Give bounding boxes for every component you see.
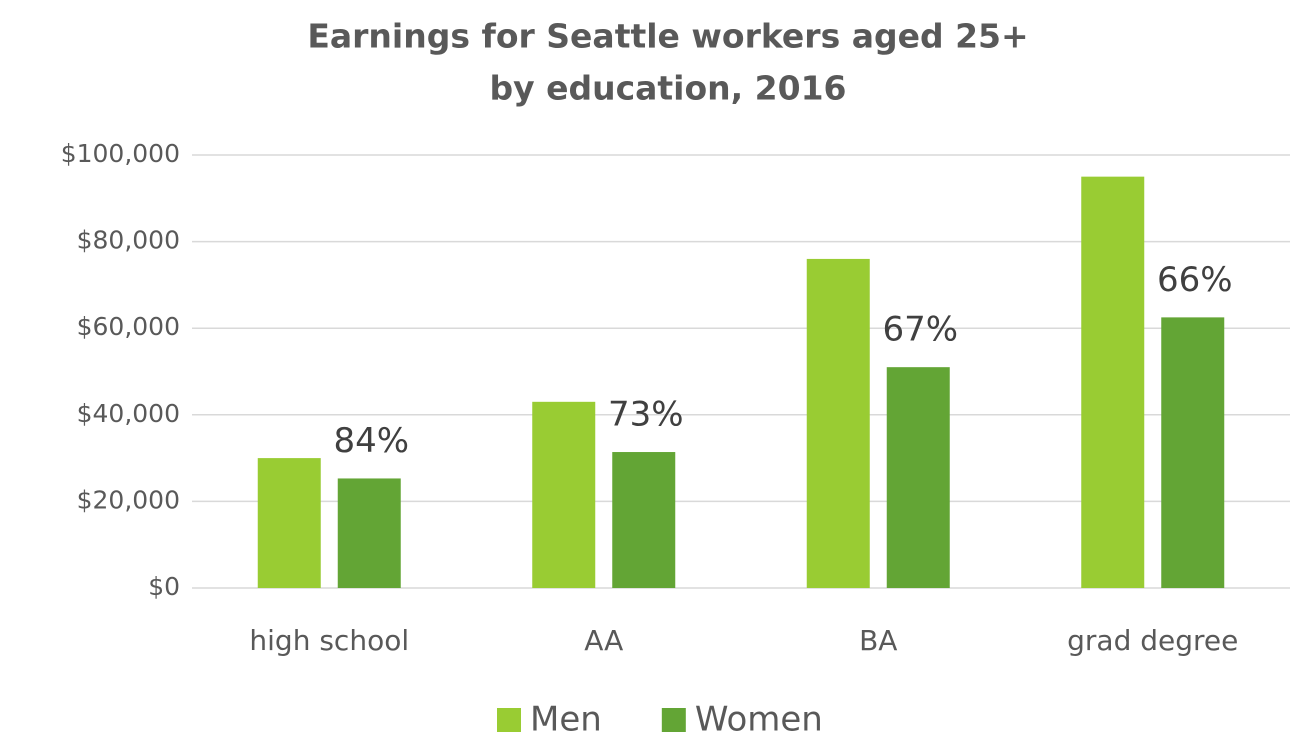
annotation: 84% (333, 421, 409, 461)
legend-label: Women (695, 700, 823, 738)
legend-label: Men (530, 700, 602, 738)
y-tick-label: $60,000 (77, 312, 180, 341)
bar (612, 452, 676, 588)
legend-swatch (497, 708, 521, 732)
annotation: 66% (1157, 260, 1233, 300)
bar (886, 367, 950, 588)
bar (1081, 176, 1145, 588)
annotation: 73% (608, 395, 684, 435)
chart-title: Earnings for Seattle workers aged 25+ (307, 17, 1028, 56)
bar (257, 458, 321, 588)
y-tick-label: $80,000 (77, 226, 180, 255)
bar (532, 401, 596, 588)
x-tick-label: high school (249, 624, 409, 657)
y-tick-label: $20,000 (77, 485, 180, 514)
annotation: 67% (882, 310, 958, 350)
bar (337, 478, 401, 588)
x-tick-label: grad degree (1067, 624, 1238, 657)
y-tick-label: $40,000 (77, 399, 180, 428)
bar (806, 258, 870, 588)
x-tick-label: BA (859, 624, 897, 657)
y-tick-label: $100,000 (61, 139, 180, 168)
bar (1161, 317, 1225, 588)
y-tick-label: $0 (148, 572, 180, 601)
legend-swatch (661, 708, 686, 732)
x-tick-label: AA (584, 624, 623, 657)
chart-title: by education, 2016 (489, 69, 846, 108)
